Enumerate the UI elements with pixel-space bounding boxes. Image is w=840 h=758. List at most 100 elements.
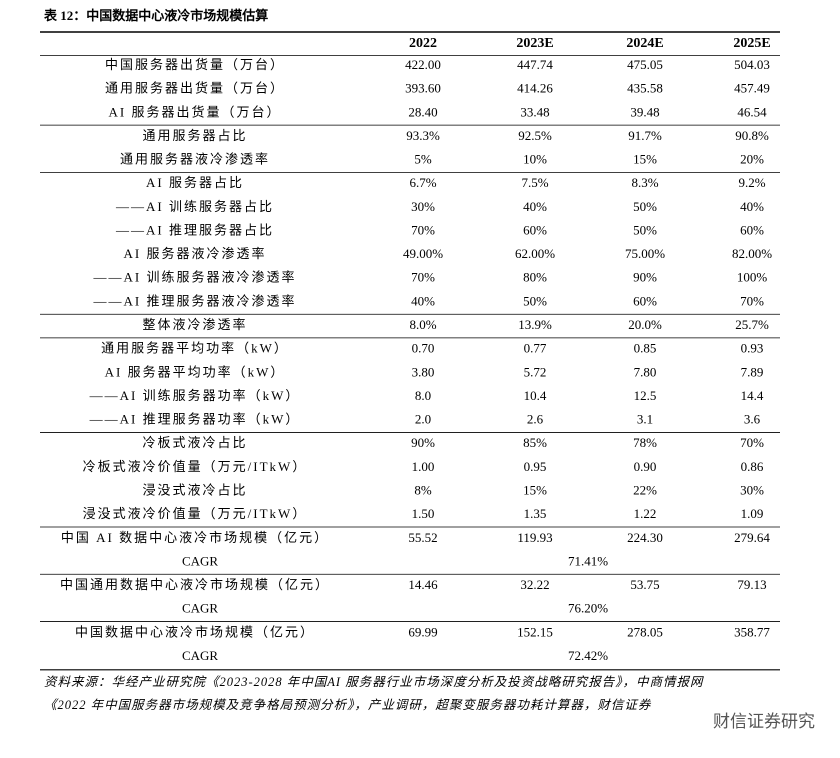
cell: 2.6 xyxy=(527,412,544,427)
row-label: ——AI 训练服务器功率（kW） xyxy=(89,388,301,403)
cell: 422.00 xyxy=(405,57,441,72)
cell: 60% xyxy=(740,222,764,237)
cell: 0.86 xyxy=(741,459,764,474)
cell: 279.64 xyxy=(734,530,770,545)
row-label: 浸没式液冷占比 xyxy=(142,483,247,498)
cell: 30% xyxy=(411,199,435,214)
cell: 0.93 xyxy=(741,341,764,356)
cell: 0.90 xyxy=(634,459,657,474)
row-label: 浸没式液冷价值量（万元/ITkW） xyxy=(83,506,308,521)
cell: 79.13 xyxy=(737,577,766,592)
cell: 71.41% xyxy=(568,553,608,568)
cell: 50% xyxy=(633,199,657,214)
column-header: 2022 xyxy=(409,36,437,51)
source-note: 《2022 年中国服务器市场规模及竞争格局预测分析》，产业调研，超聚变服务器功耗… xyxy=(44,698,652,712)
cell: 22% xyxy=(633,483,657,498)
row-label: AI 服务器液冷渗透率 xyxy=(124,246,267,261)
row-label: AI 服务器平均功率（kW） xyxy=(105,364,286,379)
row-label: 通用服务器出货量（万台） xyxy=(105,81,285,96)
column-header: 2024E xyxy=(626,36,663,51)
row-label: 冷板式液冷占比 xyxy=(142,435,247,450)
row-label: CAGR xyxy=(182,553,218,568)
row-label: 中国 AI 数据中心液冷市场规模（亿元） xyxy=(61,530,329,545)
row-label: 中国服务器出货量（万台） xyxy=(105,57,285,72)
cell: 14.46 xyxy=(408,577,438,592)
cell: 25.7% xyxy=(735,317,769,332)
cell: 91.7% xyxy=(628,128,662,143)
cell: 50% xyxy=(523,293,547,308)
cell: 39.48 xyxy=(630,104,659,119)
cell: 7.80 xyxy=(634,364,657,379)
cell: 92.5% xyxy=(518,128,552,143)
cell: 46.54 xyxy=(737,104,767,119)
row-label: 中国数据中心液冷市场规模（亿元） xyxy=(75,624,315,639)
cell: 8.0 xyxy=(415,388,431,403)
cell: 3.1 xyxy=(637,412,653,427)
cell: 447.74 xyxy=(517,57,553,72)
cell: 8% xyxy=(414,483,432,498)
cell: 78% xyxy=(633,435,657,450)
row-label: ——AI 推理服务器液冷渗透率 xyxy=(93,293,297,308)
cell: 119.93 xyxy=(517,530,552,545)
cell: 20.0% xyxy=(628,317,662,332)
cell: 457.49 xyxy=(734,81,770,96)
cell: 14.4 xyxy=(741,388,764,403)
cell: 10.4 xyxy=(524,388,547,403)
cell: 7.5% xyxy=(521,175,548,190)
cell: 5.72 xyxy=(524,364,547,379)
cell: 85% xyxy=(523,435,547,450)
row-label: 通用服务器液冷渗透率 xyxy=(120,152,270,167)
cell: 30% xyxy=(740,483,764,498)
cell: 76.20% xyxy=(568,601,608,616)
cell: 49.00% xyxy=(403,246,443,261)
cell: 12.5 xyxy=(634,388,657,403)
cell: 50% xyxy=(633,222,657,237)
column-header: 2025E xyxy=(733,36,770,51)
cell: 1.22 xyxy=(634,506,657,521)
cell: 90.8% xyxy=(735,128,769,143)
cell: 70% xyxy=(411,222,435,237)
cell: 90% xyxy=(633,270,657,285)
cell: 1.35 xyxy=(524,506,547,521)
cell: 75.00% xyxy=(625,246,665,261)
cell: 224.30 xyxy=(627,530,663,545)
cell: 278.05 xyxy=(627,624,663,639)
cell: 5% xyxy=(414,152,432,167)
cell: 393.60 xyxy=(405,81,441,96)
cell: 15% xyxy=(523,483,547,498)
cell: 15% xyxy=(633,152,657,167)
row-label: AI 服务器出货量（万台） xyxy=(109,104,282,119)
cell: 40% xyxy=(523,199,547,214)
cell: 28.40 xyxy=(408,104,437,119)
cell: 82.00% xyxy=(732,246,772,261)
row-label: ——AI 训练服务器占比 xyxy=(115,199,274,214)
cell: 152.15 xyxy=(517,624,553,639)
table-title: 表 12：中国数据中心液冷市场规模估算 xyxy=(43,8,268,23)
cell: 32.22 xyxy=(520,577,549,592)
cell: 62.00% xyxy=(515,246,555,261)
cell: 70% xyxy=(411,270,435,285)
cell: 0.95 xyxy=(524,459,547,474)
row-label: CAGR xyxy=(182,648,218,663)
cell: 1.00 xyxy=(412,459,435,474)
row-label: ——AI 推理服务器占比 xyxy=(115,222,274,237)
row-label: 整体液冷渗透率 xyxy=(142,317,247,332)
cell: 20% xyxy=(740,152,764,167)
cell: 10% xyxy=(523,152,547,167)
cell: 90% xyxy=(411,435,435,450)
cell: 435.58 xyxy=(627,81,663,96)
cell: 0.85 xyxy=(634,341,657,356)
cell: 3.6 xyxy=(744,412,761,427)
cell: 53.75 xyxy=(630,577,659,592)
row-label: AI 服务器占比 xyxy=(146,175,244,190)
cell: 475.05 xyxy=(627,57,663,72)
cell: 60% xyxy=(523,222,547,237)
cell: 80% xyxy=(523,270,547,285)
cell: 1.09 xyxy=(741,506,764,521)
cell: 13.9% xyxy=(518,317,552,332)
cell: 40% xyxy=(411,293,435,308)
row-label: 中国通用数据中心液冷市场规模（亿元） xyxy=(60,577,330,592)
cell: 60% xyxy=(633,293,657,308)
